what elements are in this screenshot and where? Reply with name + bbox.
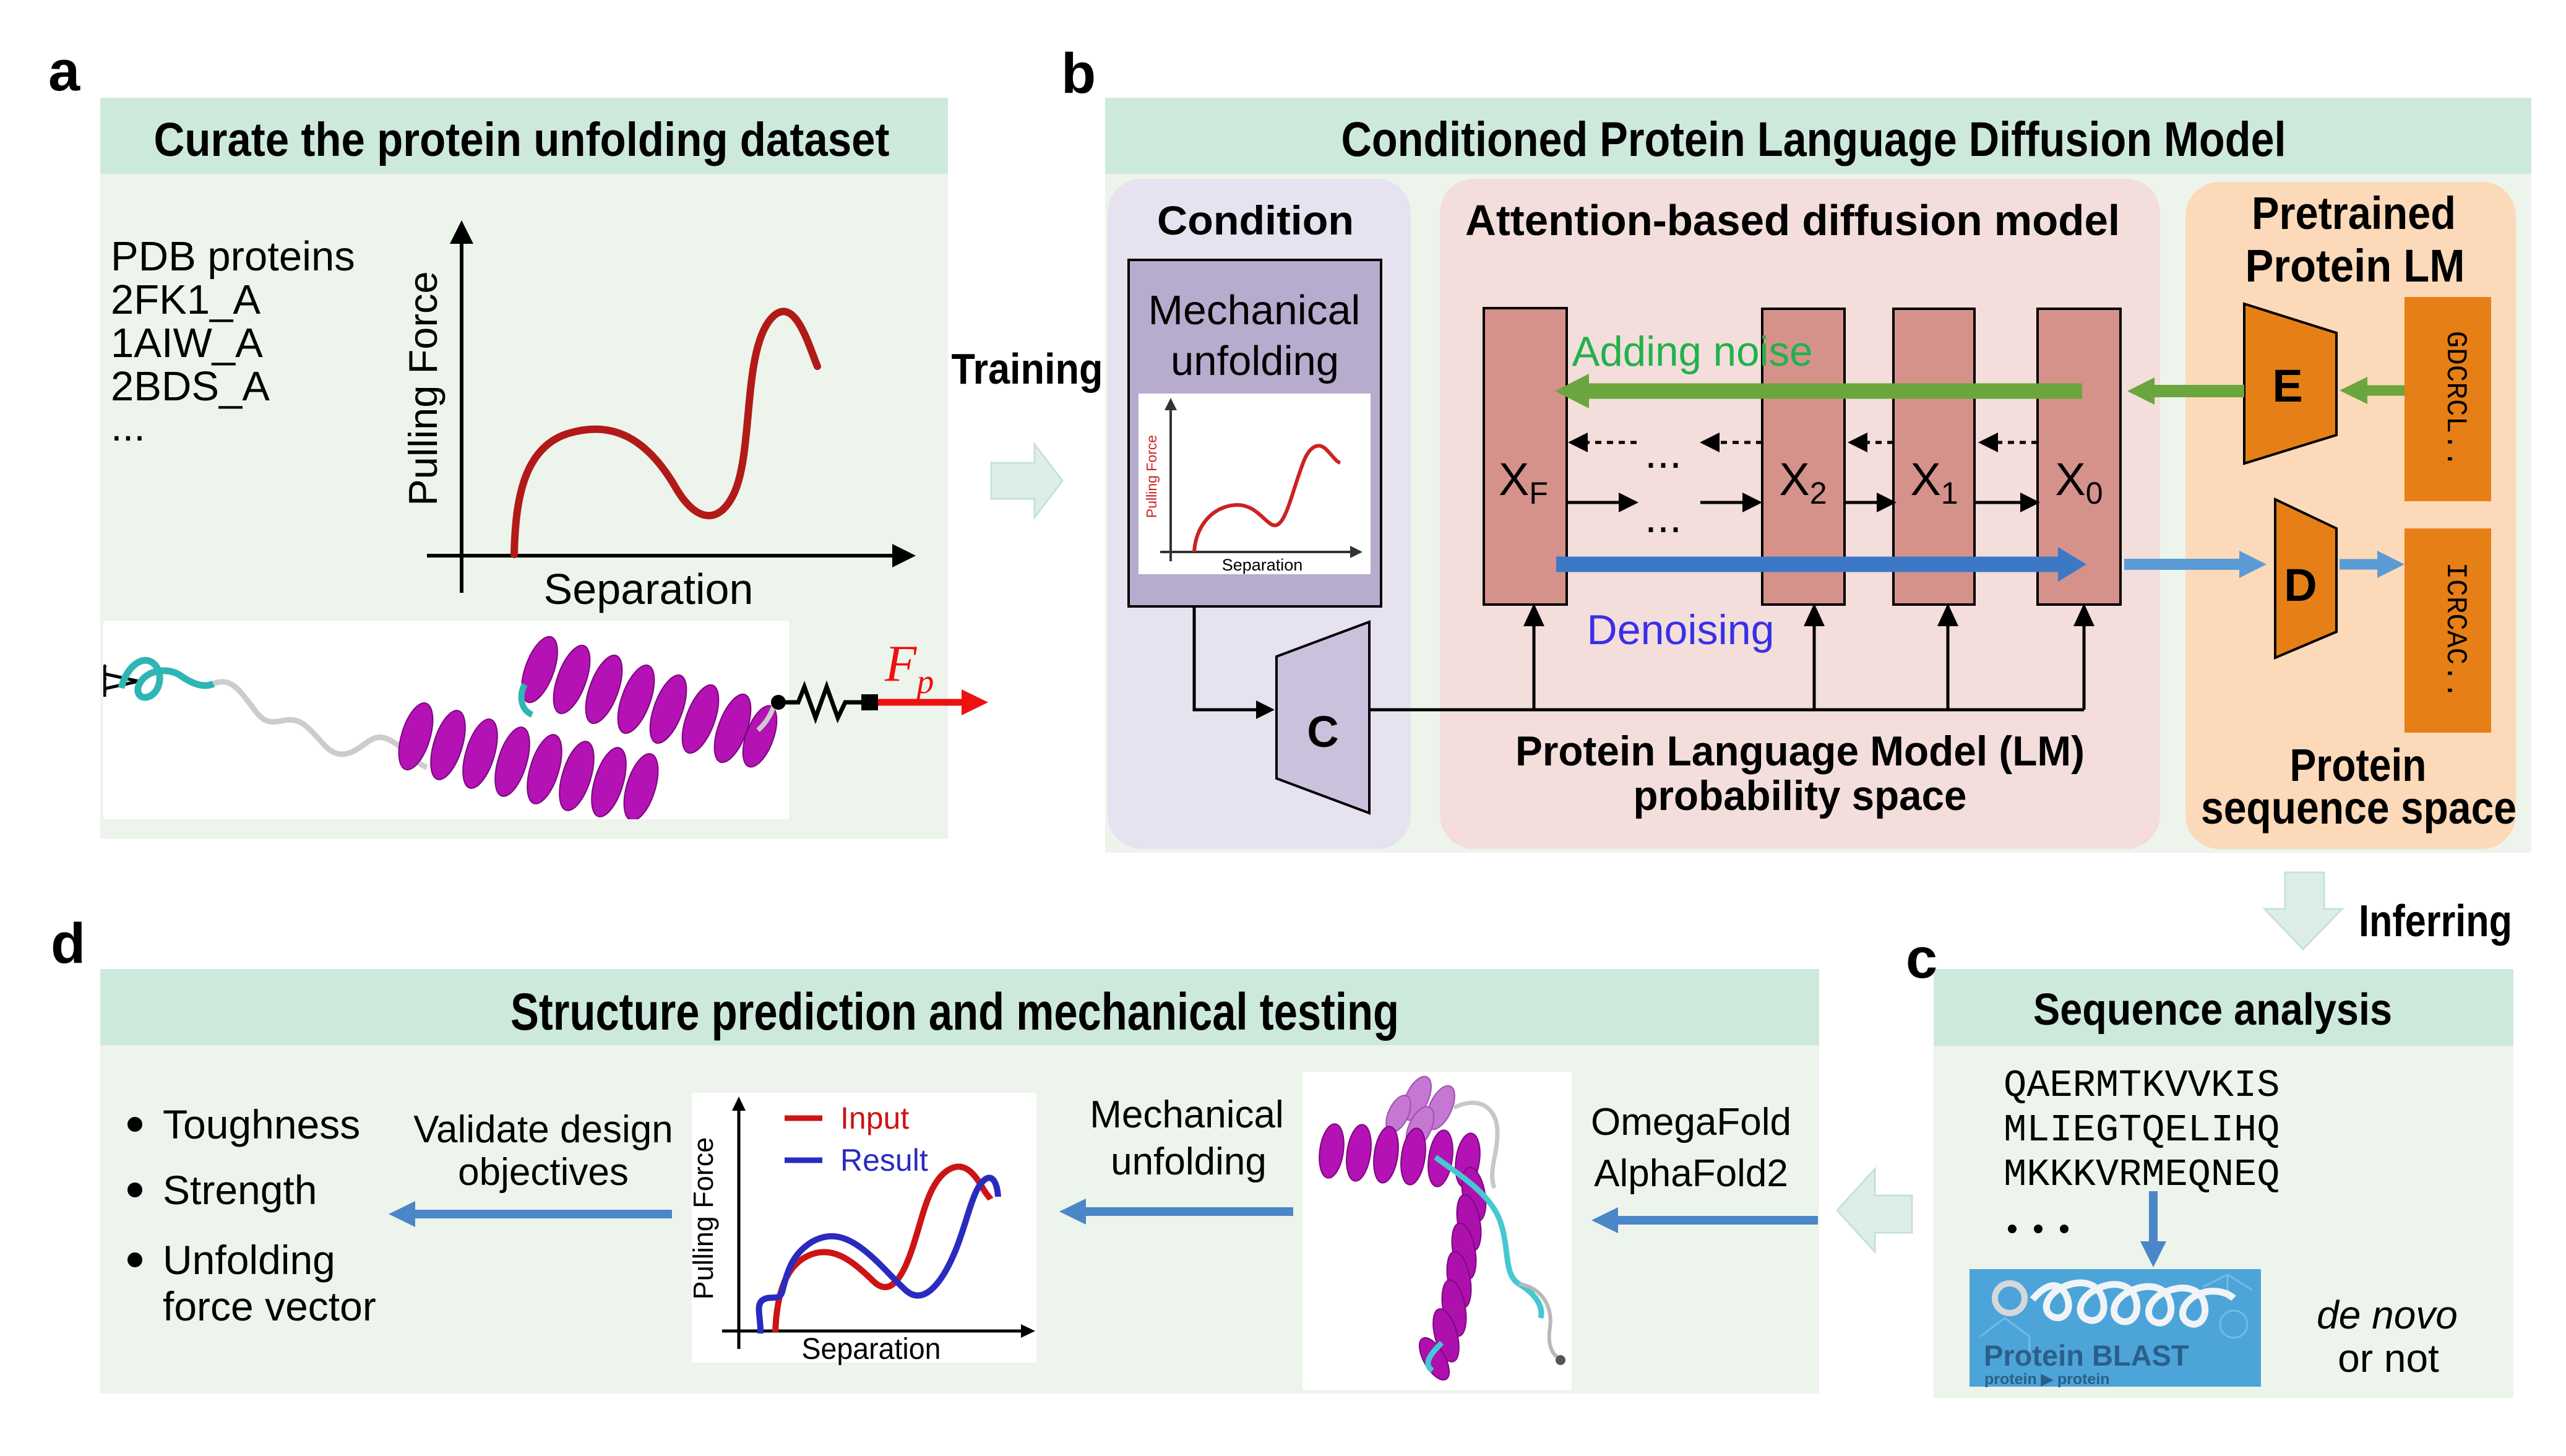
svg-text:Mechanical: Mechanical <box>1090 1093 1284 1136</box>
svg-text:Separation: Separation <box>544 565 754 613</box>
svg-text:d: d <box>51 912 85 975</box>
svg-text:Unfolding: Unfolding <box>163 1237 335 1283</box>
svg-text:Training: Training <box>952 345 1103 393</box>
svg-text:2BDS_A: 2BDS_A <box>111 363 270 410</box>
svg-text:Protein: Protein <box>2290 739 2427 791</box>
svg-text:Mechanical: Mechanical <box>1148 287 1361 334</box>
svg-text:...: ... <box>1645 428 1682 478</box>
svg-text:AlphaFold2: AlphaFold2 <box>1594 1152 1788 1195</box>
svg-text:Condition: Condition <box>1157 197 1354 243</box>
svg-text:Input: Input <box>840 1101 909 1135</box>
svg-text:PDB proteins: PDB proteins <box>111 233 355 280</box>
svg-text:Pulling Force: Pulling Force <box>687 1137 719 1300</box>
svg-text:Adding noise: Adding noise <box>1572 328 1813 375</box>
svg-text:E: E <box>2272 360 2302 411</box>
svg-text:Conditioned Protein Language D: Conditioned Protein Language Diffusion M… <box>1341 111 2286 166</box>
svg-text:MKKKVRMEQNEQ: MKKKVRMEQNEQ <box>2004 1153 2280 1197</box>
svg-text:Attention-based diffusion mode: Attention-based diffusion model <box>1465 196 2120 244</box>
svg-text:force vector: force vector <box>163 1283 376 1329</box>
svg-text:protein ▶ protein: protein ▶ protein <box>1984 1371 2110 1388</box>
svg-text:Structure prediction and mecha: Structure prediction and mechanical test… <box>510 983 1399 1041</box>
svg-text:D: D <box>2284 559 2317 611</box>
svg-text:1AIW_A: 1AIW_A <box>111 320 263 366</box>
svg-text:probability space: probability space <box>1634 772 1967 819</box>
svg-text:unfolding: unfolding <box>1171 338 1339 384</box>
svg-text:Protein BLAST: Protein BLAST <box>1984 1339 2189 1372</box>
svg-text:Denoising: Denoising <box>1587 606 1775 653</box>
svg-text:c: c <box>1906 927 1937 990</box>
svg-text:OmegaFold: OmegaFold <box>1591 1101 1791 1144</box>
svg-text:Protein Language Model (LM): Protein Language Model (LM) <box>1515 728 2085 775</box>
svg-text:Result: Result <box>840 1143 928 1178</box>
svg-text:C: C <box>1307 708 1338 757</box>
svg-text:Pulling Force: Pulling Force <box>1143 435 1160 518</box>
svg-text:b: b <box>1061 42 1096 105</box>
svg-text:...: ... <box>1645 493 1682 542</box>
svg-text:a: a <box>48 40 80 103</box>
svg-text:MLIEGTQELIHQ: MLIEGTQELIHQ <box>2004 1108 2280 1152</box>
svg-text:ICRCAC..: ICRCAC.. <box>2439 562 2471 699</box>
svg-text:Toughness: Toughness <box>163 1101 360 1147</box>
svg-text:Pretrained: Pretrained <box>2252 187 2456 239</box>
svg-text:Pulling Force: Pulling Force <box>400 271 446 506</box>
svg-text:Separation: Separation <box>802 1333 941 1366</box>
svg-text:sequence space: sequence space <box>2201 782 2516 834</box>
svg-text:objectives: objectives <box>458 1151 629 1194</box>
svg-text:...: ... <box>111 403 145 450</box>
svg-text:Protein LM: Protein LM <box>2245 240 2465 291</box>
svg-text:Curate the protein unfolding d: Curate the protein unfolding dataset <box>154 113 890 166</box>
svg-text:Inferring: Inferring <box>2359 897 2512 946</box>
svg-text:Validate design: Validate design <box>413 1108 673 1151</box>
svg-text:2FK1_A: 2FK1_A <box>111 277 260 323</box>
svg-text:Strength: Strength <box>163 1167 317 1213</box>
svg-text:Separation: Separation <box>1222 556 1303 574</box>
svg-text:Sequence analysis: Sequence analysis <box>2033 985 2392 1035</box>
svg-text:GDCRCL..: GDCRCL.. <box>2439 331 2471 468</box>
svg-text:unfolding: unfolding <box>1111 1140 1267 1183</box>
svg-text:or not: or not <box>2338 1336 2439 1381</box>
svg-text:QAERMTKVVKIS: QAERMTKVVKIS <box>2004 1064 2280 1108</box>
svg-text:de novo: de novo <box>2317 1293 2458 1337</box>
